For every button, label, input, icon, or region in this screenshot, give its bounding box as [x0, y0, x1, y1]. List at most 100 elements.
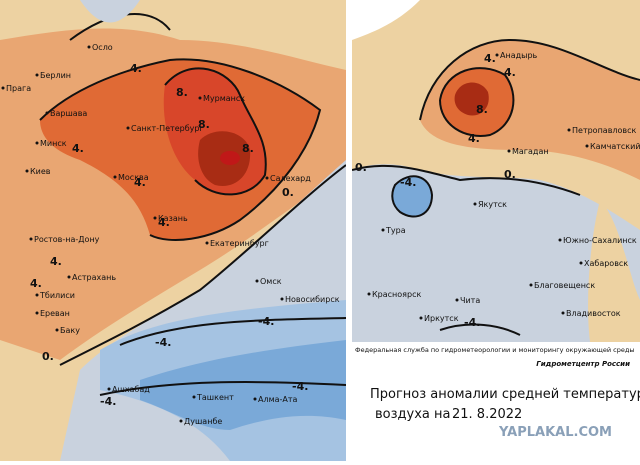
- city-dot: [419, 316, 423, 320]
- city-dot: [87, 45, 91, 49]
- city-label: Камчатский: [590, 142, 640, 151]
- contour-label: -4.: [400, 176, 416, 189]
- city-label: Осло: [92, 43, 113, 52]
- city-dot: [35, 73, 39, 77]
- city-dot: [455, 298, 459, 302]
- right-map: [352, 0, 640, 342]
- city-label: Алма-Ата: [258, 395, 298, 404]
- city-label: Киев: [30, 167, 51, 176]
- city-label: Якутск: [478, 200, 507, 209]
- contour-label: 0.: [282, 186, 294, 199]
- city-label: Благовещенск: [534, 281, 595, 290]
- contour-label: -4.: [100, 395, 116, 408]
- city-label: Омск: [260, 277, 282, 286]
- contour-label: 8.: [198, 118, 210, 131]
- contour-label: 0.: [504, 168, 516, 181]
- city-label: Мурманск: [203, 94, 245, 103]
- city-dot: [473, 202, 477, 206]
- city-label: Салехард: [270, 174, 311, 183]
- city-dot: [381, 228, 385, 232]
- contour-label: 4.: [468, 132, 480, 145]
- city-label: Красноярск: [372, 290, 421, 299]
- contour-label: 0.: [355, 161, 367, 174]
- contour-label: 4.: [50, 255, 62, 268]
- city-label: Южно-Сахалинск: [563, 236, 637, 245]
- contour-label: 4.: [504, 66, 516, 79]
- city-label: Новосибирск: [285, 295, 340, 304]
- city-dot: [558, 238, 562, 242]
- contour-label: -4.: [258, 315, 274, 328]
- center: Гидрометцентр России: [536, 360, 630, 368]
- date: 21. 8.2022: [452, 407, 522, 422]
- watermark: YAPLAKAL.COM: [498, 425, 612, 440]
- city-dot: [35, 293, 39, 297]
- city-dot: [45, 111, 49, 115]
- left-map: [0, 0, 346, 461]
- contour-label: 4.: [30, 277, 42, 290]
- contour-label: 4.: [484, 52, 496, 65]
- city-label: Баку: [60, 326, 80, 335]
- agency: Федеральная служба по гидрометеорологии …: [355, 346, 635, 354]
- city-dot: [1, 86, 5, 90]
- city-dot: [579, 261, 583, 265]
- city-label: Минск: [40, 139, 67, 148]
- city-dot: [25, 169, 29, 173]
- city-dot: [35, 311, 39, 315]
- city-dot: [205, 241, 209, 245]
- contour-label: 4.: [130, 62, 142, 75]
- city-dot: [179, 419, 183, 423]
- city-label: Варшава: [50, 109, 87, 118]
- city-dot: [507, 149, 511, 153]
- city-label: Ереван: [40, 309, 70, 318]
- city-label: Душанбе: [184, 417, 222, 426]
- city-label: Тура: [385, 226, 406, 235]
- city-label: Иркутск: [424, 314, 459, 323]
- city-dot: [253, 397, 257, 401]
- contour-label: 8.: [176, 86, 188, 99]
- city-dot: [29, 237, 33, 241]
- city-label: Чита: [460, 296, 480, 305]
- city-label: Тбилиси: [39, 291, 75, 300]
- title-line2: воздуха на: [375, 407, 450, 422]
- city-dot: [265, 176, 269, 180]
- city-dot: [192, 395, 196, 399]
- contour-label: 8.: [242, 142, 254, 155]
- city-label: Ташкент: [196, 393, 234, 402]
- city-dot: [495, 53, 499, 57]
- city-dot: [67, 275, 71, 279]
- city-label: Москва: [118, 173, 149, 182]
- city-dot: [529, 283, 533, 287]
- city-label: Анадырь: [500, 51, 538, 60]
- city-label: Владивосток: [566, 309, 621, 318]
- city-dot: [567, 128, 571, 132]
- city-label: Прага: [6, 84, 31, 93]
- city-dot: [585, 144, 589, 148]
- city-dot: [280, 297, 284, 301]
- title-line1: Прогноз аномалии средней температуры: [370, 387, 640, 402]
- city-label: Ашхабад: [112, 385, 150, 394]
- city-label: Санкт-Петербург: [131, 124, 204, 133]
- contour-label: -4.: [155, 336, 171, 349]
- city-label: Хабаровск: [584, 259, 628, 268]
- contour-label: 4.: [72, 142, 84, 155]
- city-dot: [561, 311, 565, 315]
- city-label: Казань: [158, 214, 188, 223]
- city-dot: [367, 292, 371, 296]
- city-label: Берлин: [40, 71, 71, 80]
- city-dot: [255, 279, 259, 283]
- city-dot: [107, 387, 111, 391]
- contour-label: 4.: [158, 216, 170, 229]
- city-dot: [55, 328, 59, 332]
- city-dot: [126, 126, 130, 130]
- city-label: Магадан: [512, 147, 549, 156]
- contour-label: -4.: [464, 316, 480, 329]
- city-dot: [113, 175, 117, 179]
- city-label: Астрахань: [72, 273, 116, 282]
- contour-label: 4.: [134, 176, 146, 189]
- city-dot: [198, 96, 202, 100]
- city-dot: [35, 141, 39, 145]
- city-label: Екатеринбург: [210, 239, 269, 248]
- contour-label: -4.: [292, 380, 308, 393]
